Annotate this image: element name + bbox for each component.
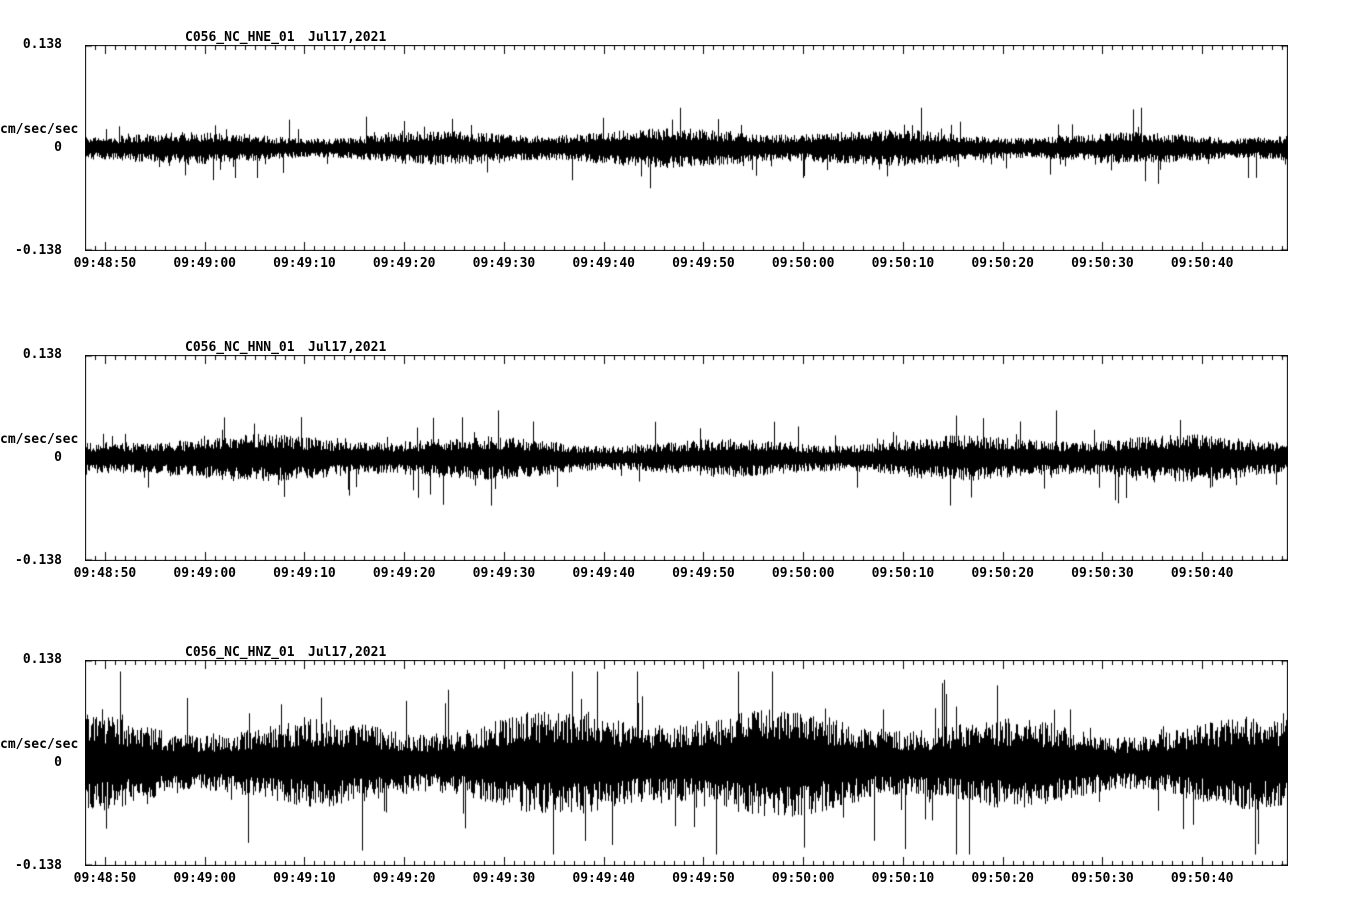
xtick-label: 09:49:20 (372, 256, 436, 271)
ytick-max: 0.138 (22, 652, 62, 667)
xtick-label: 09:50:20 (971, 871, 1035, 886)
seismogram-panel-hnn: C056_NC_HNN_01 Jul17,2021 0.138 cm/sec/sec 0… (0, 338, 1358, 646)
xtick-label: 09:49:40 (572, 566, 636, 581)
waveform-canvas-hnn (85, 355, 1288, 561)
xtick-label: 09:50:30 (1071, 256, 1134, 271)
xtick-label: 09:50:00 (771, 871, 835, 886)
xtick-label: 09:50:10 (871, 871, 935, 886)
xtick-label: 09:50:40 (1170, 256, 1234, 271)
ytick-zero: 0 (54, 140, 62, 155)
ytick-min: -0.138 (15, 553, 62, 568)
channel-title: C056_NC_HNN_01 (185, 340, 295, 355)
xtick-label: 09:49:10 (273, 566, 336, 581)
y-axis-unit-label: cm/sec/sec (0, 432, 79, 447)
xtick-label: 09:49:40 (572, 871, 636, 886)
xtick-label: 09:50:40 (1170, 566, 1234, 581)
xtick-label: 09:49:20 (372, 871, 436, 886)
xtick-label: 09:48:50 (73, 256, 137, 271)
date-label: Jul17,2021 (308, 645, 387, 660)
xtick-label: 09:49:10 (273, 256, 336, 271)
xtick-label: 09:49:40 (572, 256, 636, 271)
xtick-label: 09:48:50 (73, 871, 137, 886)
xtick-label: 09:49:50 (672, 256, 735, 271)
waveform-canvas-hne (85, 45, 1288, 251)
xtick-label: 09:49:30 (472, 871, 536, 886)
xtick-label: 09:50:10 (871, 566, 935, 581)
xtick-label: 09:50:00 (771, 256, 835, 271)
xtick-label: 09:50:20 (971, 256, 1035, 271)
xtick-label: 09:50:10 (871, 256, 935, 271)
xtick-label: 09:50:30 (1071, 566, 1134, 581)
xtick-label: 09:50:00 (771, 566, 835, 581)
seismogram-panel-hnz: C056_NC_HNZ_01 Jul17,2021 0.138 cm/sec/sec 0… (0, 643, 1358, 924)
xtick-label: 09:49:30 (472, 256, 536, 271)
seismogram-panel-hne: C056_NC_HNE_01 Jul17,2021 0.138 cm/sec/sec 0… (0, 28, 1358, 336)
xtick-label: 09:50:40 (1170, 871, 1234, 886)
xtick-label: 09:50:30 (1071, 871, 1134, 886)
ytick-min: -0.138 (15, 243, 62, 258)
date-label: Jul17,2021 (308, 340, 387, 355)
xtick-label: 09:49:00 (173, 871, 236, 886)
xtick-label: 09:49:00 (173, 566, 236, 581)
ytick-max: 0.138 (22, 347, 62, 362)
ytick-zero: 0 (54, 450, 62, 465)
xtick-label: 09:49:20 (372, 566, 436, 581)
ytick-zero: 0 (54, 755, 62, 770)
xtick-label: 09:50:20 (971, 566, 1035, 581)
xtick-label: 09:49:50 (672, 566, 735, 581)
channel-title: C056_NC_HNE_01 (185, 30, 295, 45)
xtick-label: 09:48:50 (73, 566, 137, 581)
date-label: Jul17,2021 (308, 30, 387, 45)
y-axis-unit-label: cm/sec/sec (0, 122, 79, 137)
xtick-label: 09:49:50 (672, 871, 735, 886)
channel-title: C056_NC_HNZ_01 (185, 645, 295, 660)
y-axis-unit-label: cm/sec/sec (0, 737, 79, 752)
ytick-max: 0.138 (22, 37, 62, 52)
xtick-label: 09:49:00 (173, 256, 236, 271)
xtick-label: 09:49:10 (273, 871, 336, 886)
waveform-canvas-hnz (85, 660, 1288, 866)
xtick-label: 09:49:30 (472, 566, 536, 581)
ytick-min: -0.138 (15, 858, 62, 873)
